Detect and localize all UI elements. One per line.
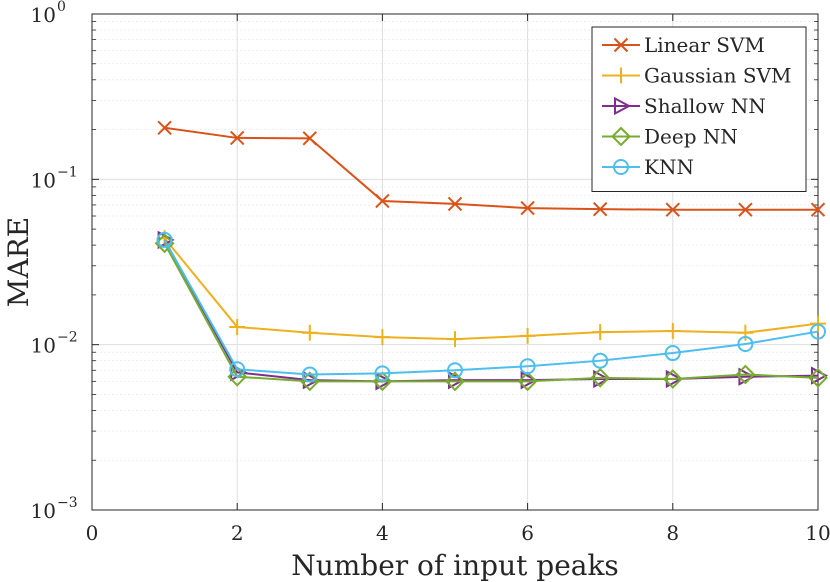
data-point-knn bbox=[737, 335, 754, 352]
y-axis-label: MARE bbox=[2, 217, 35, 307]
data-point-gaussian-svm bbox=[229, 318, 246, 335]
series-line-linear-svm bbox=[164, 126, 818, 211]
data-point-linear-svm bbox=[520, 200, 535, 216]
data-point-deep-nn bbox=[445, 371, 465, 392]
data-point-linear-svm bbox=[738, 202, 753, 217]
legend-item-knn: KNN bbox=[602, 155, 694, 179]
x-tick-label: 0 bbox=[86, 521, 99, 545]
data-point-knn bbox=[447, 362, 463, 379]
data-point-knn bbox=[229, 361, 246, 378]
legend-label: Linear SVM bbox=[644, 33, 765, 57]
data-point-deep-nn bbox=[590, 367, 611, 388]
data-point-deep-nn bbox=[517, 371, 538, 392]
legend-item-linear-svm: Linear SVM bbox=[602, 33, 765, 57]
legend-label: Gaussian SVM bbox=[644, 64, 792, 88]
y-tick-exponent: −1 bbox=[57, 164, 78, 180]
series-line-shallow-nn bbox=[163, 239, 819, 383]
data-point-gaussian-svm bbox=[592, 324, 609, 341]
data-point-gaussian-svm bbox=[374, 329, 391, 346]
series-shallow-nn bbox=[157, 230, 829, 391]
data-point-linear-svm bbox=[447, 196, 463, 212]
y-tick-exponent: 0 bbox=[57, 0, 66, 15]
series-line-deep-nn bbox=[163, 242, 819, 383]
legend-marker bbox=[611, 126, 631, 147]
y-tick-label: 10 bbox=[31, 334, 56, 358]
series-gaussian-svm bbox=[156, 230, 826, 348]
data-point-knn bbox=[301, 366, 318, 383]
data-point-deep-nn bbox=[808, 367, 828, 388]
data-point-linear-svm bbox=[810, 202, 826, 217]
legend-label: Shallow NN bbox=[644, 94, 766, 118]
data-point-deep-nn bbox=[735, 364, 756, 385]
x-tick-label: 6 bbox=[521, 521, 534, 545]
x-tick-label: 10 bbox=[805, 521, 830, 545]
data-point-linear-svm bbox=[302, 131, 318, 146]
data-point-knn bbox=[374, 365, 391, 382]
data-point-linear-svm bbox=[375, 193, 390, 209]
legend-marker bbox=[613, 67, 629, 84]
legend-marker bbox=[614, 96, 632, 116]
legend-item-gaussian-svm: Gaussian SVM bbox=[602, 64, 792, 88]
data-point-gaussian-svm bbox=[664, 322, 681, 339]
x-axis-label: Number of input peaks bbox=[291, 549, 619, 582]
plot-frame bbox=[91, 13, 819, 511]
data-point-linear-svm bbox=[157, 120, 172, 135]
data-point-knn bbox=[592, 352, 609, 369]
series-line-knn bbox=[163, 239, 819, 376]
series bbox=[154, 120, 829, 392]
data-point-knn bbox=[664, 345, 681, 362]
legend-marker bbox=[613, 37, 629, 53]
legend-label: KNN bbox=[644, 155, 694, 179]
series-knn bbox=[156, 231, 826, 383]
data-point-gaussian-svm bbox=[447, 331, 463, 348]
data-point-deep-nn bbox=[154, 233, 175, 254]
legend-item-deep-nn: Deep NN bbox=[602, 125, 738, 149]
data-point-gaussian-svm bbox=[519, 327, 536, 344]
data-point-knn bbox=[519, 358, 536, 375]
legend-label: Deep NN bbox=[644, 125, 738, 149]
legend: Linear SVM Gaussian SVM Shallow NN Deep NN K… bbox=[591, 26, 807, 192]
legend-item-shallow-nn: Shallow NN bbox=[602, 94, 766, 118]
data-point-knn bbox=[810, 323, 826, 340]
data-point-gaussian-svm bbox=[301, 324, 318, 341]
y-tick-label: 10 bbox=[31, 168, 56, 192]
series-deep-nn bbox=[154, 233, 828, 392]
data-point-linear-svm bbox=[229, 130, 245, 146]
legend-marker bbox=[613, 159, 629, 175]
x-tick-label: 4 bbox=[376, 521, 389, 545]
x-tick-label: 2 bbox=[231, 521, 244, 545]
y-tick-exponent: −2 bbox=[57, 330, 78, 346]
series-linear-svm bbox=[157, 120, 826, 217]
series-line-gaussian-svm bbox=[163, 237, 819, 341]
data-point-linear-svm bbox=[592, 201, 608, 217]
data-point-gaussian-svm bbox=[737, 324, 754, 341]
data-point-knn bbox=[156, 231, 173, 248]
data-point-deep-nn bbox=[662, 369, 683, 389]
y-tick-label: 10 bbox=[31, 499, 56, 523]
y-tick-exponent: −3 bbox=[57, 495, 78, 511]
data-point-linear-svm bbox=[665, 202, 681, 217]
y-tick-label: 10 bbox=[31, 3, 56, 27]
x-tick-label: 8 bbox=[666, 521, 679, 545]
